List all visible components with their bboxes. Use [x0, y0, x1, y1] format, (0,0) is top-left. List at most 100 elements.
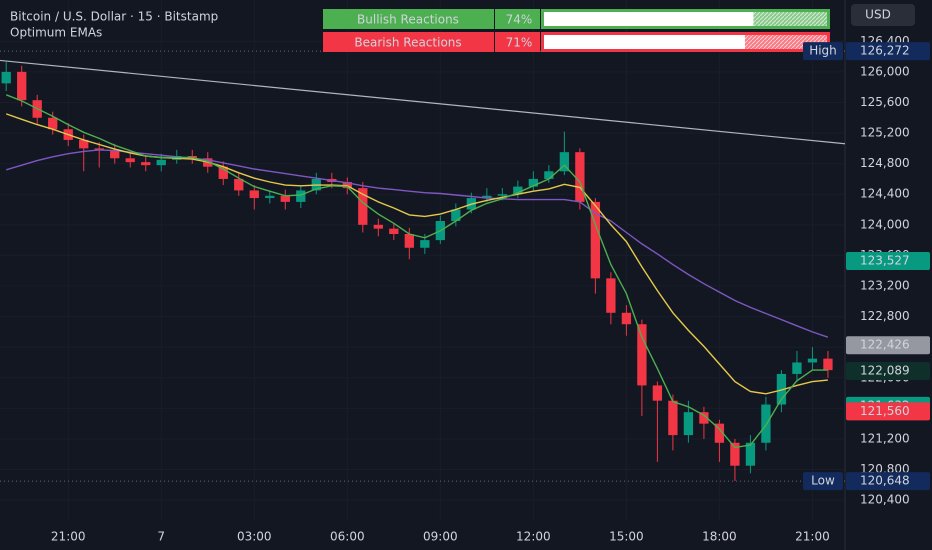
reaction-label-cell	[323, 9, 494, 29]
symbol-title: Bitcoin / U.S. Dollar · 15 · Bitstamp	[10, 10, 218, 24]
y-tick-label: 124,400	[860, 187, 910, 201]
reactions-table: Bullish Reactions 74% Bearish Reactions 71%	[323, 9, 830, 52]
candle-body	[296, 190, 306, 202]
candle-body	[79, 139, 89, 149]
reaction-label: Bullish Reactions	[357, 13, 459, 27]
x-tick-label: 21:00	[795, 530, 830, 544]
price-label-box	[846, 251, 930, 270]
candle-body	[218, 166, 228, 179]
x-tick-label: 21:00	[51, 530, 86, 544]
y-tick-label: 124,000	[860, 217, 910, 231]
candle-body	[373, 224, 383, 229]
candle-body	[544, 171, 554, 179]
x-tick-label: 06:00	[330, 530, 365, 544]
candle-body	[559, 152, 570, 172]
candle-body	[125, 158, 135, 163]
reaction-value-cell	[495, 32, 540, 52]
extreme-tag: High	[809, 44, 837, 58]
x-tick-label: 09:00	[423, 530, 458, 544]
candle-body	[420, 240, 430, 248]
candle-body	[497, 194, 507, 196]
candle-body	[528, 178, 539, 187]
extreme-tag: Low	[811, 474, 835, 488]
candle-body	[280, 195, 290, 202]
trendline	[0, 59, 846, 145]
price-label-box	[846, 472, 930, 491]
candle-body	[776, 373, 787, 405]
extreme-tag-box	[803, 472, 843, 491]
extreme-tag-box	[803, 42, 843, 61]
price-label-box	[846, 402, 930, 421]
candle-body	[342, 182, 352, 189]
candle-body	[575, 152, 585, 202]
candle-body	[482, 195, 492, 199]
y-tick-label: 125,600	[860, 95, 910, 109]
price-label: 123,527	[860, 253, 910, 267]
ema-line	[6, 149, 829, 338]
indicator-name: Optimum EMAs	[10, 26, 102, 40]
candle-body	[652, 385, 663, 401]
x-tick-label: 03:00	[237, 530, 272, 544]
y-tick-label: 122,800	[860, 309, 910, 323]
y-tick-label: 125,200	[860, 126, 910, 140]
y-tick-label: 121,200	[860, 431, 910, 445]
y-tick-label: 126,000	[860, 64, 910, 78]
reaction-label-cell	[323, 32, 494, 52]
reaction-bar	[544, 35, 745, 49]
candle-body	[807, 358, 818, 363]
candle-body	[668, 400, 678, 436]
candle-body	[683, 412, 694, 436]
candle-body	[404, 234, 414, 248]
x-tick-label: 18:00	[702, 530, 737, 544]
price-label-box	[846, 42, 930, 61]
candle-body	[637, 324, 647, 386]
candle-body	[792, 362, 802, 374]
candle-body	[730, 442, 740, 466]
candle-body	[48, 117, 58, 130]
reaction-bar	[544, 12, 754, 26]
candle-body	[761, 404, 771, 443]
currency-label[interactable]: USD	[865, 8, 891, 22]
candle-body	[606, 278, 616, 313]
ema-line	[5, 94, 828, 449]
candle-body	[358, 188, 368, 225]
candle-body	[234, 178, 244, 191]
candle-body	[17, 71, 27, 101]
candle-body	[265, 195, 275, 199]
y-tick-label: 124,800	[860, 156, 910, 170]
candle-body	[94, 148, 104, 150]
candle-body	[823, 358, 833, 371]
plot-area	[0, 50, 846, 482]
candle-body	[1, 71, 11, 84]
price-label: 122,089	[860, 363, 910, 377]
x-tick-label: 15:00	[609, 530, 644, 544]
candle-body	[590, 201, 601, 279]
price-label-box	[846, 336, 930, 355]
price-label: 122,426	[860, 338, 910, 352]
price-label: 120,648	[860, 474, 910, 488]
candle-body	[249, 190, 259, 199]
candle-body	[156, 159, 166, 166]
x-tick-label: 7	[157, 530, 165, 544]
price-label-box	[846, 361, 930, 380]
candle-body	[699, 412, 709, 424]
x-tick-label: 12:00	[516, 530, 551, 544]
candle-body	[451, 209, 461, 221]
candle-body	[513, 186, 523, 195]
candle-body	[714, 423, 725, 443]
reaction-value-cell	[495, 9, 540, 29]
candle-body	[141, 162, 151, 166]
price-label: 121,560	[860, 404, 910, 418]
reaction-value: 74%	[506, 13, 533, 27]
reaction-value: 71%	[506, 36, 533, 50]
candle-body	[621, 312, 632, 325]
candle-body	[389, 228, 399, 234]
candle-body	[745, 442, 756, 466]
candle-body	[110, 149, 120, 159]
currency-button[interactable]	[851, 4, 915, 26]
price-label: 126,272	[860, 44, 910, 58]
y-tick-label: 123,200	[860, 279, 910, 293]
reaction-label: Bearish Reactions	[354, 36, 461, 50]
